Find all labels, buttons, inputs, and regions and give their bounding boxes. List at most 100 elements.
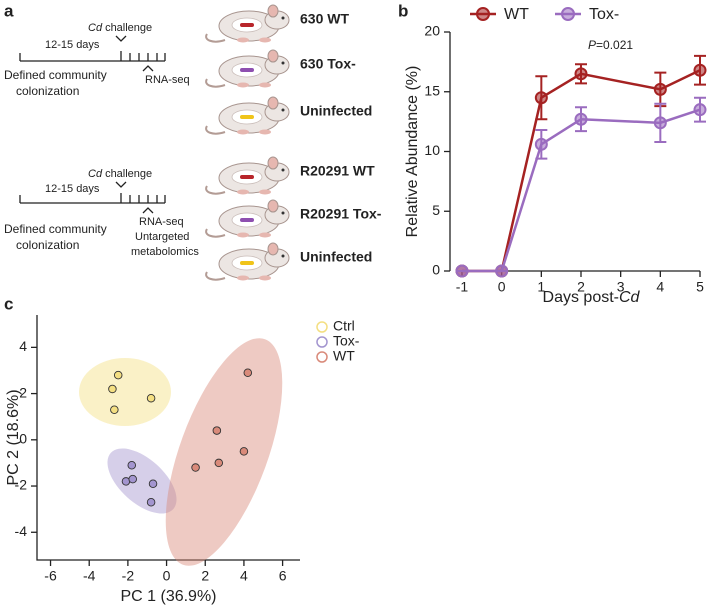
marker [693,63,707,77]
x-tick-label: 3 [617,279,625,295]
marker [455,264,469,278]
point [191,463,200,472]
legend-marker [561,7,575,21]
group-label: R20291 Tox- [300,206,382,222]
group-ellipse [107,448,177,514]
marker [534,137,548,151]
point [243,368,253,378]
panel-label: c [4,294,13,313]
point [127,460,137,470]
marker [653,82,667,96]
marker [653,116,667,130]
duration-label: 12-15 days [45,183,100,195]
legend-marker [316,321,328,333]
point [128,474,137,484]
y-tick-label: 0 [19,431,27,447]
x-tick-label: 2 [577,279,585,295]
colonization-label: Defined community [4,68,107,82]
annotation-italic: P [588,38,596,52]
point [239,447,249,456]
y-axis-label: PC 2 (18.6%) [5,389,22,485]
y-tick-label: 5 [432,202,440,218]
y-tick-label: 10 [424,142,440,158]
point [148,479,158,488]
x-tick-label: 4 [656,279,664,295]
marker [574,67,588,81]
annotation-text: =0.021 [596,38,633,52]
group-label: 630 WT [300,11,349,27]
challenge-label: Cd challenge [88,22,152,34]
x-tick-label: 6 [279,568,287,584]
sampling-label: RNA-seq [139,216,184,228]
timeline: Cd challenge 12-15 days RNA-seq Untargete… [4,168,199,258]
legend-marker [316,351,328,363]
panel-label: b [398,1,408,20]
y-tick-label: 20 [424,23,440,39]
sampling-label: RNA-seq [145,74,190,86]
group-label: Uninfected [300,249,372,265]
annotation: P=0.021 [588,38,633,52]
inoculum [240,218,254,222]
sampling-label: Untargeted [135,231,189,243]
legend-label: WT [333,348,355,364]
group-label: 630 Tox- [300,56,356,72]
line-chart: 0 5 10 15 20 -1 0 1 2 3 4 5 Relative Abundance (%) Da… [404,6,707,306]
marker [495,264,509,278]
group-label: R20291 WT [300,163,375,179]
x-tick-label: 1 [537,279,545,295]
marker [693,103,707,117]
y-axis-label: Relative Abundance (%) [404,66,421,238]
challenge-label: Cd challenge [88,168,152,180]
legend-label: Tox- [589,6,619,23]
x-axis-label-text: Days post- [543,289,619,306]
legend-label: WT [504,6,529,23]
series-line [462,108,701,273]
group-ellipse [165,338,283,566]
inoculum [240,68,254,72]
panel-label: a [4,1,14,20]
legend-label: Ctrl [333,318,355,334]
x-tick-label: -6 [44,568,57,584]
scatter-chart: -4 -2 0 2 4 -6 -4 -2 0 2 4 6 PC 2 (18.6%) PC 1 (36.9%… [5,315,360,605]
x-tick-label: -4 [83,568,96,584]
colonization-label: colonization [16,238,79,252]
x-tick-label: 0 [163,568,171,584]
x-tick-label: -1 [456,279,469,295]
x-tick-label: 5 [696,279,704,295]
colonization-label: colonization [16,84,79,98]
axes [36,315,300,561]
x-tick-label: 2 [201,568,209,584]
y-tick-label: 15 [424,82,440,98]
group-label: Uninfected [300,103,372,119]
point [110,405,119,415]
marker [534,91,548,105]
point [146,497,156,507]
group-ellipse [79,358,171,426]
y-tick-label: 4 [19,338,27,354]
x-axis-label-italic: Cd [619,289,641,306]
y-tick-label: 0 [432,262,440,278]
sampling-label: metabolomics [131,246,199,258]
point [212,426,222,435]
inoculum [240,115,254,119]
x-tick-label: 4 [240,568,248,584]
point [108,384,117,394]
x-axis-label: PC 1 (36.9%) [120,588,216,605]
point [214,458,224,468]
series-line [462,69,701,273]
inoculum [240,175,254,179]
mouse-groups: 630 WT 630 Tox- Uninfected R20291 WT R20291 … [205,4,382,282]
y-tick-label: -2 [15,477,28,493]
inoculum [240,23,254,27]
x-tick-label: -2 [122,568,135,584]
y-tick-label: 2 [19,384,27,400]
point [113,370,123,380]
inoculum [240,261,254,265]
legend-marker [476,7,490,21]
x-axis-label: Days post-Cd [543,289,641,306]
marker [574,112,588,126]
point [146,393,156,403]
timeline: Cd challenge 12-15 days RNA-seq Defined c… [4,22,190,98]
legend-label: Tox- [333,333,360,349]
